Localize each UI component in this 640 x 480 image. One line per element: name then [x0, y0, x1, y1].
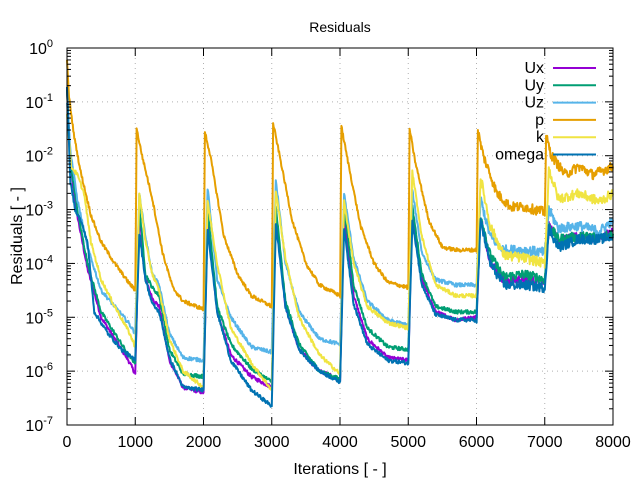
- x-tick-labels: 0 1000 2000 3000 4000 5000 6000 7000 8000: [63, 434, 631, 451]
- legend-label: Ux: [524, 60, 544, 77]
- y-axis-label: Residuals [ - ]: [9, 187, 26, 285]
- series-lines: [66, 59, 614, 408]
- x-tick-label: 0: [63, 434, 72, 451]
- y-tick-base: 10: [25, 149, 43, 166]
- y-tick-exponent: -2: [43, 146, 53, 158]
- legend-label: p: [535, 112, 544, 129]
- y-tick-base: 10: [25, 203, 43, 220]
- series-line-p: [66, 59, 614, 312]
- y-tick-label: 10-1: [25, 92, 53, 112]
- x-tick-label: 1000: [117, 434, 153, 451]
- y-tick-base: 10: [29, 41, 47, 58]
- y-tick-label: 10-5: [25, 307, 53, 327]
- x-tick-label: 3000: [254, 434, 290, 451]
- series-line-omega: [66, 86, 614, 408]
- y-tick-label: 10-4: [25, 253, 53, 273]
- x-tick-label: 7000: [527, 434, 563, 451]
- y-tick-label: 10-2: [25, 146, 53, 166]
- axis-ticks: [66, 47, 614, 426]
- y-tick-base: 10: [25, 310, 43, 327]
- x-tick-label: 6000: [459, 434, 495, 451]
- y-tick-exponent: 0: [47, 38, 53, 50]
- y-tick-label: 10-6: [25, 361, 53, 381]
- y-tick-exponent: -6: [43, 361, 53, 373]
- y-tick-exponent: -4: [43, 253, 53, 265]
- y-tick-label: 100: [29, 38, 53, 58]
- y-tick-base: 10: [25, 256, 43, 273]
- y-tick-label: 10-3: [25, 200, 53, 220]
- legend-label: Uy: [524, 77, 544, 94]
- grid-lines: [67, 48, 613, 425]
- x-axis-label: Iterations [ - ]: [293, 461, 386, 478]
- x-tick-label: 2000: [186, 434, 222, 451]
- y-tick-base: 10: [25, 418, 43, 435]
- x-tick-label: 4000: [322, 434, 358, 451]
- legend-label: Uz: [524, 95, 544, 112]
- y-tick-exponent: -3: [43, 200, 53, 212]
- legend-label: k: [536, 129, 545, 146]
- y-tick-label: 10-7: [25, 415, 53, 435]
- y-tick-base: 10: [25, 95, 43, 112]
- y-tick-exponent: -5: [43, 307, 53, 319]
- legend-label: omega: [495, 147, 544, 164]
- x-tick-label: 5000: [390, 434, 426, 451]
- x-tick-label: 8000: [595, 434, 631, 451]
- y-tick-exponent: -1: [43, 92, 53, 104]
- chart-title: Residuals: [309, 19, 370, 35]
- y-tick-base: 10: [25, 364, 43, 381]
- y-tick-exponent: -7: [43, 415, 53, 427]
